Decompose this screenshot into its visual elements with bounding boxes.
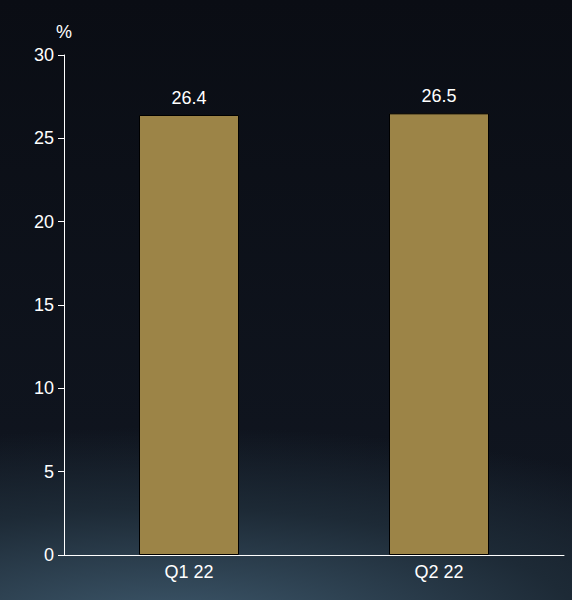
svg-text:Q2 22: Q2 22	[414, 562, 463, 582]
svg-text:0: 0	[44, 545, 54, 565]
svg-text:26.5: 26.5	[421, 86, 456, 106]
svg-text:30: 30	[34, 45, 54, 65]
svg-text:Q1 22: Q1 22	[164, 562, 213, 582]
svg-text:10: 10	[34, 378, 54, 398]
svg-text:25: 25	[34, 128, 54, 148]
svg-text:15: 15	[34, 295, 54, 315]
svg-text:26.4: 26.4	[171, 88, 206, 108]
svg-text:20: 20	[34, 212, 54, 232]
svg-text:%: %	[56, 22, 72, 42]
svg-text:5: 5	[44, 462, 54, 482]
